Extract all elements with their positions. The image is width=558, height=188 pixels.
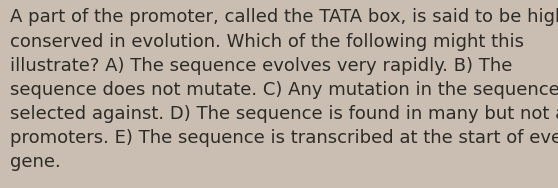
- Text: conserved in evolution. Which of the following might this: conserved in evolution. Which of the fol…: [10, 33, 524, 51]
- Text: selected against. D) The sequence is found in many but not all: selected against. D) The sequence is fou…: [10, 105, 558, 123]
- Text: gene.: gene.: [10, 153, 61, 171]
- Text: A part of the promoter, called the TATA box, is said to be highly: A part of the promoter, called the TATA …: [10, 8, 558, 27]
- Text: illustrate? A) The sequence evolves very rapidly. B) The: illustrate? A) The sequence evolves very…: [10, 57, 512, 75]
- Text: sequence does not mutate. C) Any mutation in the sequence is: sequence does not mutate. C) Any mutatio…: [10, 81, 558, 99]
- Text: promoters. E) The sequence is transcribed at the start of every: promoters. E) The sequence is transcribe…: [10, 129, 558, 147]
